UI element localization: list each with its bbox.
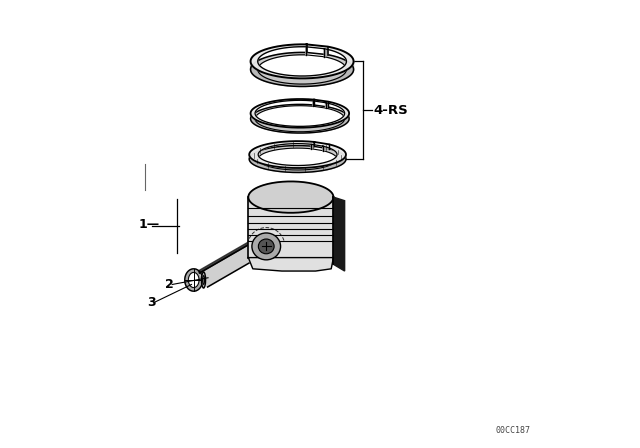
Polygon shape (251, 44, 353, 78)
Polygon shape (248, 181, 333, 213)
Polygon shape (248, 197, 333, 258)
Polygon shape (311, 142, 314, 149)
Polygon shape (313, 99, 314, 106)
Polygon shape (333, 197, 345, 271)
Polygon shape (249, 141, 346, 168)
Polygon shape (323, 144, 329, 151)
Text: 4-RS: 4-RS (374, 103, 408, 117)
Polygon shape (198, 237, 258, 273)
Ellipse shape (202, 272, 205, 288)
Text: 1—: 1— (139, 217, 160, 231)
Text: 00CC187: 00CC187 (495, 426, 531, 435)
Ellipse shape (202, 276, 205, 284)
Polygon shape (251, 99, 349, 128)
Polygon shape (324, 47, 328, 57)
Polygon shape (251, 52, 353, 86)
Polygon shape (251, 104, 349, 133)
Polygon shape (249, 146, 346, 172)
Ellipse shape (252, 233, 280, 260)
Text: 2: 2 (165, 278, 174, 291)
Ellipse shape (259, 239, 274, 254)
Polygon shape (249, 155, 346, 172)
Ellipse shape (260, 238, 264, 254)
Polygon shape (326, 102, 328, 108)
Polygon shape (200, 239, 266, 287)
Polygon shape (251, 61, 353, 86)
Polygon shape (251, 113, 349, 133)
Text: 3: 3 (148, 296, 156, 309)
Polygon shape (185, 269, 203, 291)
Polygon shape (248, 258, 333, 271)
